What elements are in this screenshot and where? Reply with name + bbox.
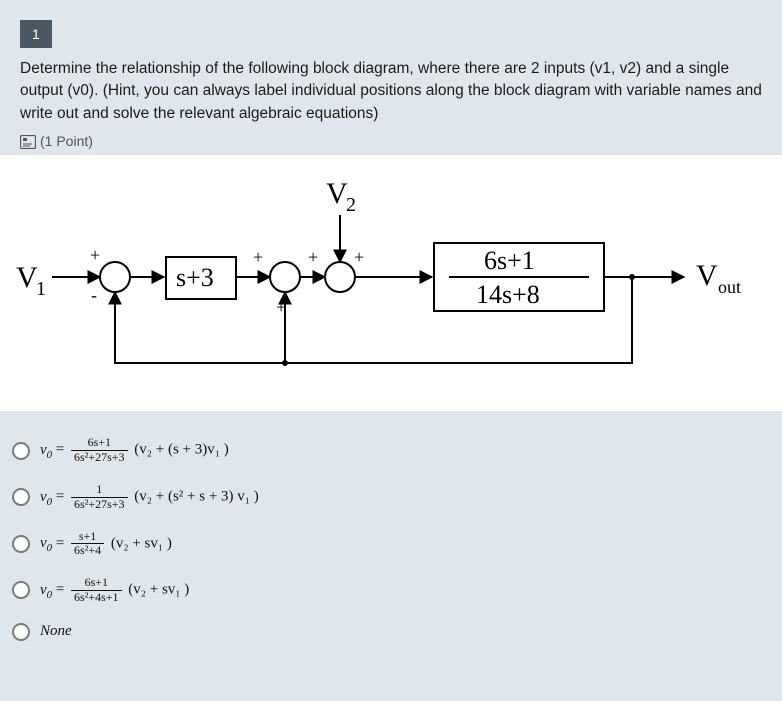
question-stem: Determine the relationship of the follow… xyxy=(0,58,782,133)
svg-text:14s+8: 14s+8 xyxy=(476,280,540,309)
input-v2-label: V xyxy=(326,177,348,210)
option-b[interactable]: v0 = 16s²+27s+3 (v₂ + (s² + s + 3) v₁ ) xyxy=(12,474,770,521)
question-card: 1 Determine the relationship of the foll… xyxy=(0,0,782,670)
svg-text:+: + xyxy=(253,247,263,267)
svg-text:+: + xyxy=(308,247,318,267)
radio-icon xyxy=(12,623,30,641)
svg-text:+: + xyxy=(354,247,364,267)
question-number-badge: 1 xyxy=(20,20,52,48)
block-diagram: V 1 + - s+3 + + + + xyxy=(0,155,782,411)
radio-icon xyxy=(12,535,30,553)
radio-icon xyxy=(12,581,30,599)
svg-text:1: 1 xyxy=(36,278,46,300)
summing-junction-1 xyxy=(100,262,130,292)
svg-text:2: 2 xyxy=(346,194,356,216)
radio-icon xyxy=(12,488,30,506)
summing-junction-2 xyxy=(270,262,300,292)
svg-text:out: out xyxy=(718,277,741,297)
quiz-icon xyxy=(20,135,36,149)
option-d[interactable]: v0 = 6s+16s²+4s+1 (v₂ + sv₁ ) xyxy=(12,567,770,614)
svg-text:-: - xyxy=(91,285,97,305)
option-e[interactable]: None xyxy=(12,614,770,650)
svg-text:6s+1: 6s+1 xyxy=(484,246,535,275)
option-a[interactable]: v0 = 6s+16s²+27s+3 (v₂ + (s + 3)v₁ ) xyxy=(12,427,770,474)
svg-text:s+3: s+3 xyxy=(176,263,214,292)
points-row: (1 Point) xyxy=(0,133,782,155)
summing-junction-3 xyxy=(325,262,355,292)
option-c[interactable]: v0 = s+16s²+4 (v₂ + sv₁ ) xyxy=(12,521,770,568)
radio-icon xyxy=(12,442,30,460)
input-v1-label: V xyxy=(16,261,38,294)
points-label: (1 Point) xyxy=(40,133,93,149)
tap-node-2 xyxy=(282,360,288,366)
output-vout-label: V xyxy=(696,259,718,292)
svg-text:+: + xyxy=(90,245,100,265)
answer-options: v0 = 6s+16s²+27s+3 (v₂ + (s + 3)v₁ ) v0 … xyxy=(0,411,782,649)
